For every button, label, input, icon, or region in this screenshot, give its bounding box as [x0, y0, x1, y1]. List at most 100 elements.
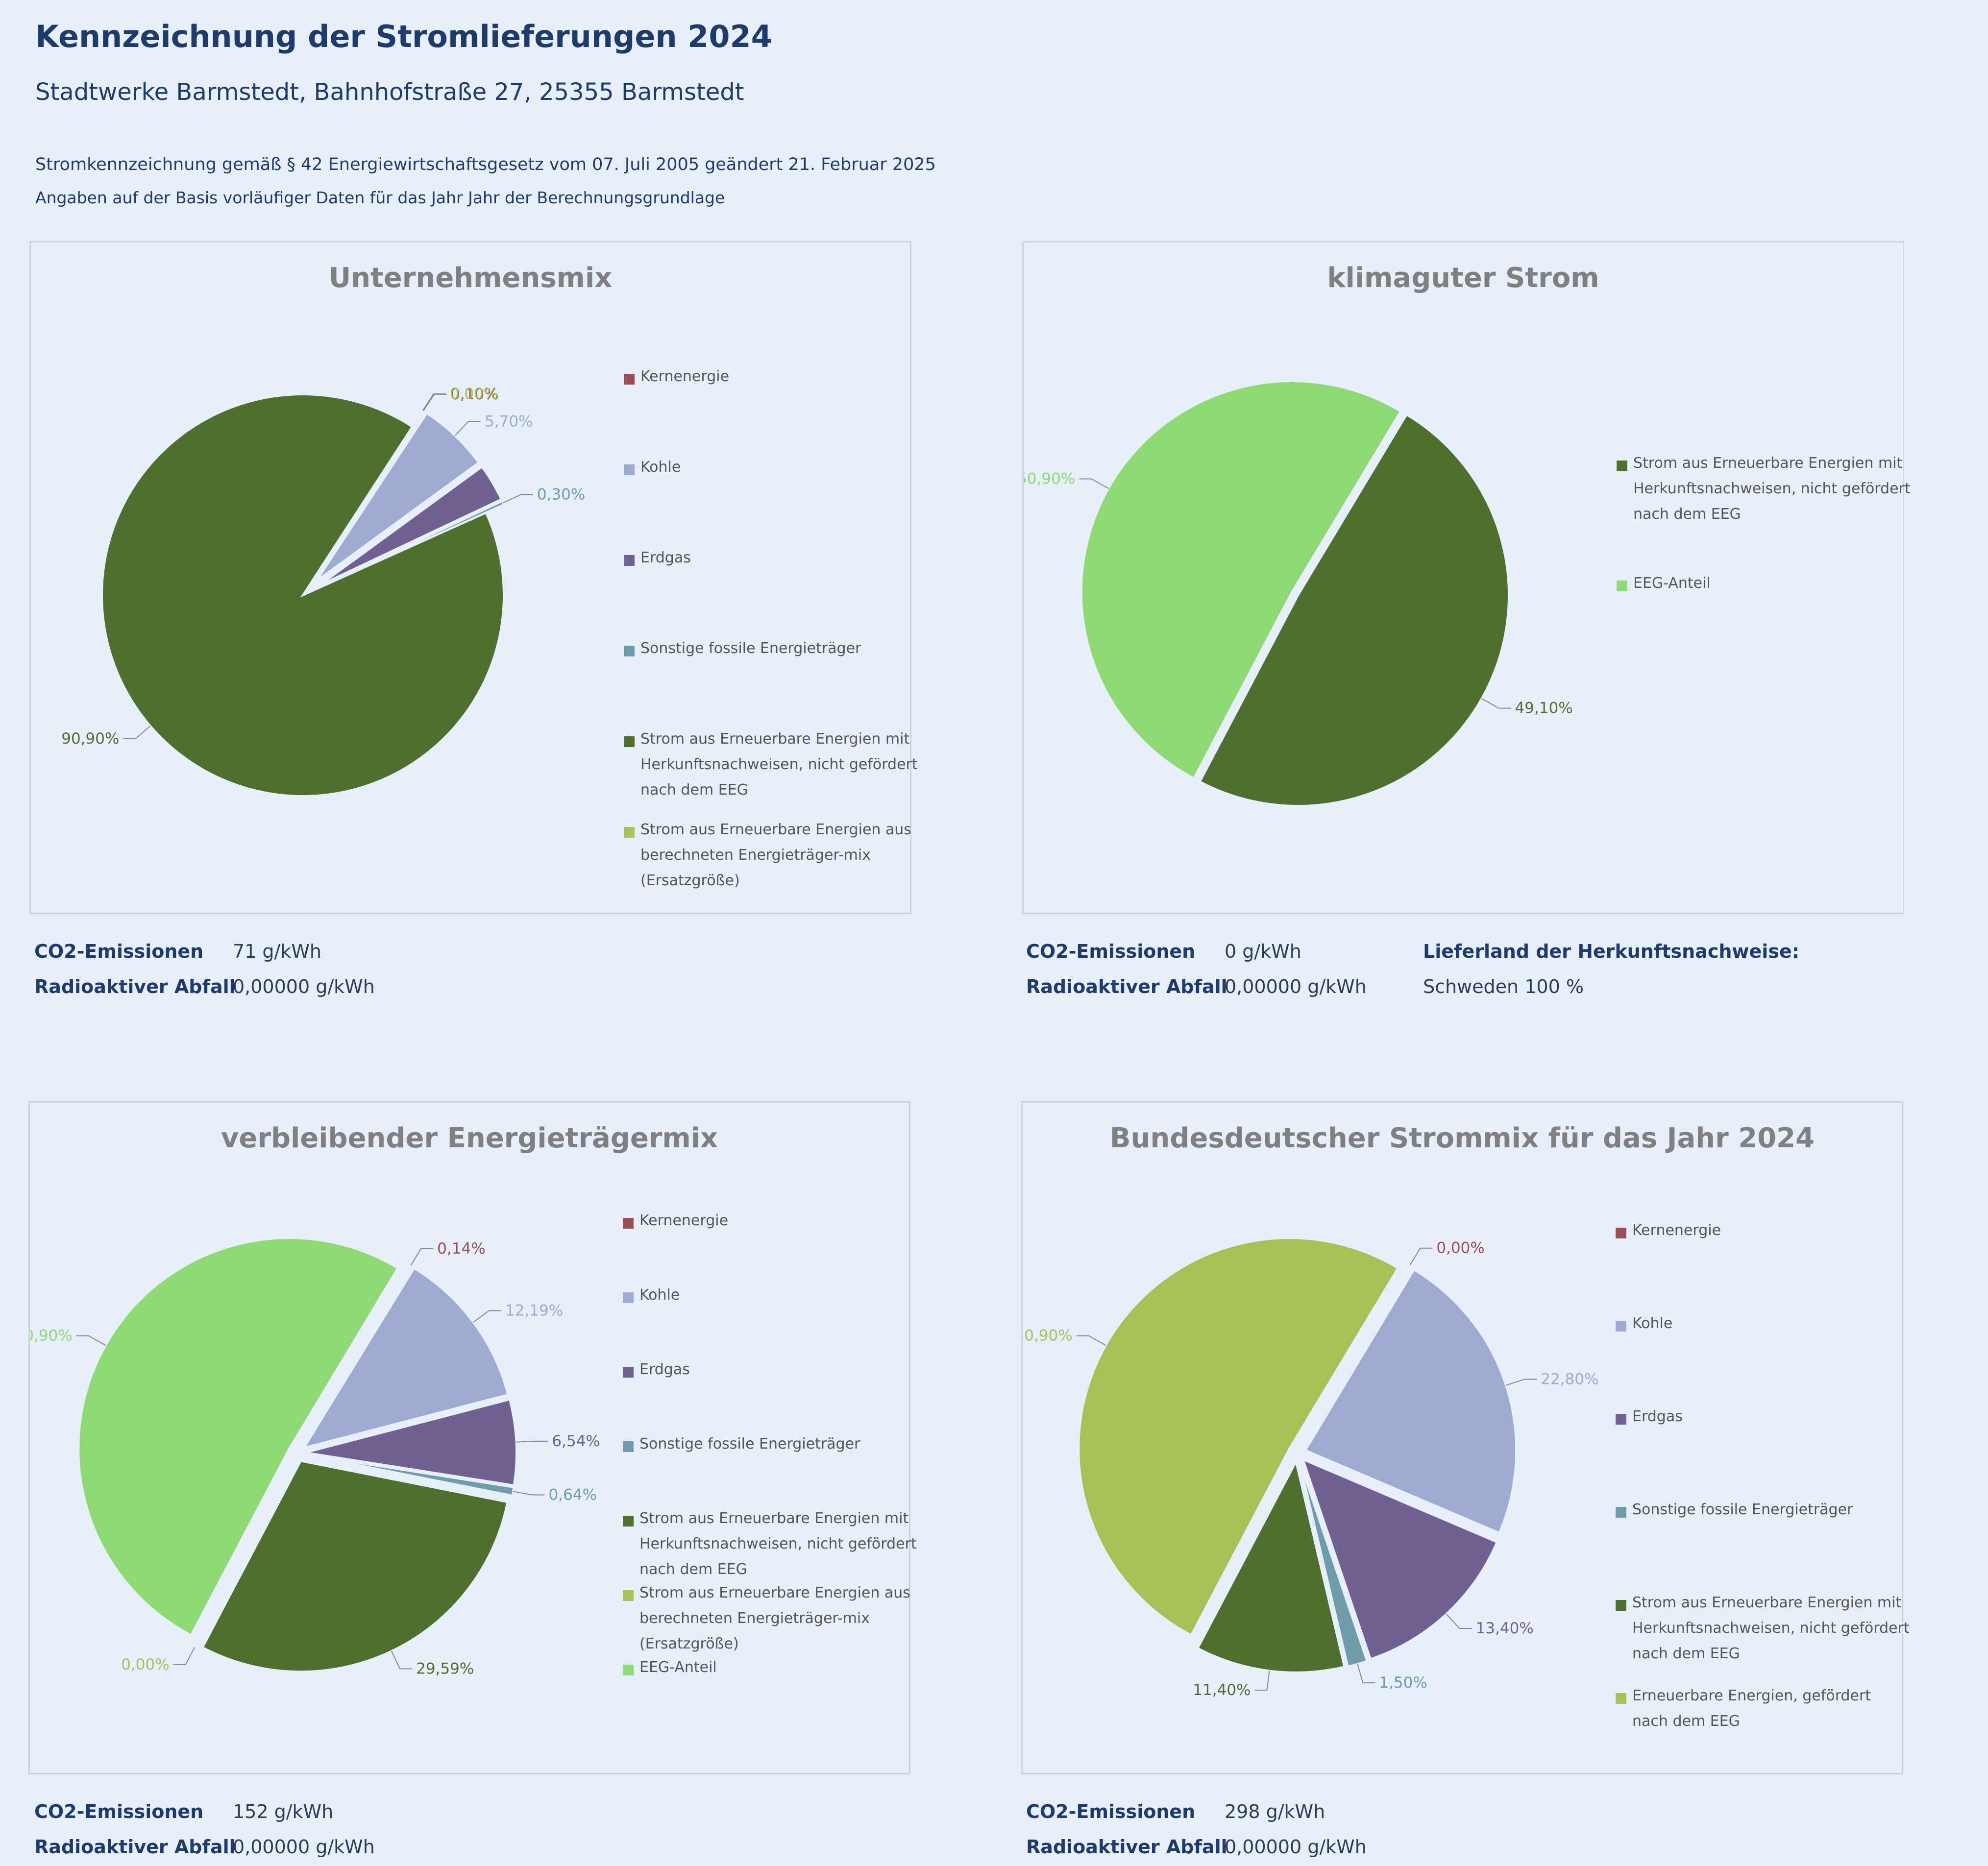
data-label: 50,90%: [30, 1327, 73, 1345]
data-label: 22,80%: [1541, 1371, 1598, 1388]
co2-value: 0 g/kWh: [1225, 941, 1301, 962]
legend-item: Sonstige fossile Energieträger: [624, 640, 918, 661]
pie-slice: [315, 412, 480, 582]
legend-label: Strom aus Erneuerbare Energien mit Herku…: [639, 1510, 917, 1578]
waste-label: Radioaktiver Abfall: [34, 976, 236, 997]
legend-swatch: [623, 1590, 634, 1601]
leader-line: [1357, 1664, 1375, 1684]
legend-item: Kernenergie: [623, 1212, 917, 1234]
data-label: 11,40%: [1193, 1681, 1251, 1699]
legend-swatch: [1616, 1228, 1626, 1238]
co2-label: CO2-Emissionen: [1026, 1801, 1196, 1822]
leader-line: [76, 1335, 106, 1346]
leader-line: [1409, 1247, 1433, 1265]
leader-line: [1254, 1671, 1270, 1691]
legend-swatch: [624, 827, 635, 838]
legend-label: Erdgas: [1632, 1408, 1683, 1425]
legend-item: Strom aus Erneuerbare Energien aus berec…: [624, 821, 918, 894]
legend-label: Kohle: [640, 459, 681, 476]
pie-slice: [201, 1459, 509, 1673]
data-label: 0,30%: [537, 486, 585, 504]
co2-label: CO2-Emissionen: [1026, 941, 1196, 962]
legend-item: Strom aus Erneuerbare Energien mit Herku…: [624, 730, 918, 803]
data-label: 29,59%: [416, 1660, 474, 1677]
data-label: 0,00%: [121, 1656, 169, 1673]
waste-value: 0,00000 g/kWh: [233, 976, 375, 997]
legend-swatch: [624, 555, 635, 566]
pie-chart-bundesdeutscher-mix: 0,00% 22,80% 13,40% 1,50% 11,40% 50,90%: [1023, 1237, 1598, 1699]
leader-line: [391, 1650, 413, 1670]
chart-title: klimaguter Strom: [1327, 262, 1599, 294]
legend-swatch: [1617, 460, 1627, 471]
legend-swatch: [624, 464, 635, 475]
leader-line: [503, 494, 533, 504]
pie-slice: [101, 393, 505, 797]
legend-item: EEG-Anteil: [1617, 575, 1911, 596]
pie-chart-klimaguter-strom: 49,10% 50,90%: [1024, 380, 1573, 807]
legend-item: Sonstige fossile Energieträger: [1616, 1501, 1910, 1523]
legend-item: Erneuerbare Energien, gefördert nach dem…: [1616, 1687, 1910, 1734]
data-label: 0,14%: [437, 1240, 485, 1258]
leader-line: [1079, 478, 1109, 489]
data-label: 90,90%: [61, 730, 119, 748]
legend-item: Erdgas: [1616, 1408, 1910, 1430]
pie-slice: [1199, 413, 1510, 807]
leader-line: [422, 393, 446, 411]
legend-label: Strom aus Erneuerbare Energien mit Herku…: [1632, 1594, 1910, 1662]
legend-swatch: [1616, 1600, 1626, 1611]
waste-value: 0,00000 g/kWh: [1225, 976, 1367, 997]
pie-slice: [1304, 1268, 1518, 1534]
legend-swatch: [624, 736, 635, 747]
legend-label: Strom aus Erneuerbare Energien mit Herku…: [640, 730, 918, 799]
legend-label: Kernenergie: [639, 1212, 729, 1229]
pie-slice: [1301, 1457, 1498, 1661]
waste-label: Radioaktiver Abfall: [1026, 976, 1227, 997]
leader-line: [473, 1310, 502, 1323]
legend-label: EEG-Anteil: [1633, 575, 1711, 592]
legend-item: Kohle: [623, 1286, 917, 1308]
chart-panel-unternehmensmix: Unternehmensmix 0,10% 5,70% 0,30% 90,90% 0,0…: [29, 241, 918, 914]
legend-label: Kohle: [639, 1286, 680, 1304]
legend-label: Strom aus Erneuerbare Energien aus berec…: [640, 821, 911, 889]
legend-label: Sonstige fossile Energieträger: [640, 640, 861, 657]
co2-value: 298 g/kWh: [1225, 1801, 1325, 1822]
legend-item: Kohle: [1616, 1315, 1910, 1336]
legend-item: Erdgas: [623, 1361, 917, 1382]
legend-item: Strom aus Erneuerbare Energien mit Herku…: [623, 1510, 917, 1582]
leader-line: [173, 1647, 196, 1665]
leader-line: [516, 1440, 548, 1443]
leader-line: [1505, 1379, 1537, 1386]
country-value: Schweden 100 %: [1423, 976, 1584, 997]
legend-label: EEG-Anteil: [639, 1659, 717, 1676]
legend-swatch: [623, 1292, 634, 1303]
legend-swatch: [624, 374, 635, 385]
legend-label: Kohle: [1632, 1315, 1673, 1332]
data-label: 12,19%: [505, 1302, 563, 1319]
legend-label: Erneuerbare Energien, gefördert nach dem…: [1632, 1687, 1871, 1730]
leader-line: [1076, 1335, 1106, 1346]
data-label: 0,10%: [450, 386, 498, 403]
co2-value: 152 g/kWh: [233, 1801, 334, 1822]
legend-label: Kernenergie: [640, 368, 730, 385]
country-label: Lieferland der Herkunftsnachweise:: [1423, 941, 1799, 962]
data-label: 0,00%: [450, 385, 498, 403]
chart-title: Unternehmensmix: [328, 262, 613, 294]
legend-label: Strom aus Erneuerbare Energien mit Herku…: [1633, 455, 1911, 523]
legend-label: Kernenergie: [1632, 1222, 1721, 1239]
legend-item: Strom aus Erneuerbare Energien mit Herku…: [1616, 1594, 1910, 1667]
pie-chart-unternehmensmix: 0,10% 5,70% 0,30% 90,90% 0,00%: [61, 385, 585, 797]
legend-item: Sonstige fossile Energieträger: [623, 1435, 917, 1457]
legend-item: Kernenergie: [624, 368, 918, 389]
chart-title: Bundesdeutscher Strommix für das Jahr 20…: [1109, 1122, 1815, 1154]
data-label: 1,50%: [1379, 1674, 1427, 1692]
legend-swatch: [623, 1367, 634, 1378]
chart-panel-verbleibender-mix: verbleibender Energieträgermix 0,14% 12,1…: [28, 1101, 917, 1774]
legend-label: Strom aus Erneuerbare Energien aus berec…: [639, 1584, 910, 1652]
legend-label: Erdgas: [639, 1361, 690, 1378]
leader-line: [410, 1248, 434, 1266]
data-label: 49,10%: [1515, 700, 1573, 717]
waste-value: 0,00000 g/kWh: [233, 1836, 375, 1858]
waste-label: Radioaktiver Abfall: [34, 1836, 236, 1858]
legend-item: EEG-Anteil: [623, 1659, 917, 1680]
legend-swatch: [624, 646, 635, 656]
